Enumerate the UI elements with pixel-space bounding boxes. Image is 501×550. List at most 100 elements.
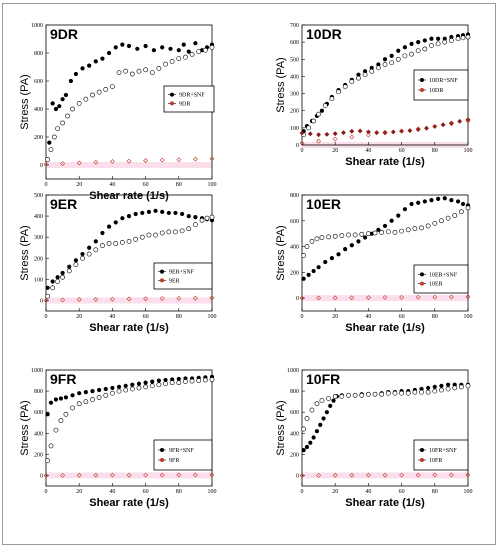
data-point	[316, 132, 322, 138]
y-tick-label: 800	[290, 389, 299, 395]
data-point	[349, 295, 355, 301]
data-point	[319, 398, 325, 403]
data-point	[76, 101, 82, 106]
data-point	[93, 472, 99, 478]
y-tick-label: 200	[290, 109, 299, 115]
data-point	[299, 295, 305, 301]
data-point	[80, 251, 85, 257]
data-point	[442, 196, 447, 201]
data-point	[126, 472, 132, 478]
y-tick-label: 800	[290, 193, 299, 199]
data-point	[331, 398, 336, 403]
data-point	[55, 126, 61, 132]
data-point	[60, 161, 66, 167]
plot-area	[45, 369, 213, 487]
data-point	[429, 198, 434, 203]
data-point	[399, 472, 405, 478]
y-tick-label: 0	[296, 143, 299, 149]
data-point	[316, 265, 321, 270]
data-point	[314, 236, 320, 242]
legend: 10DR+SNF 10DR	[413, 69, 469, 101]
data-point	[407, 128, 413, 134]
data-point	[382, 57, 388, 62]
data-point	[339, 393, 345, 399]
legend-marker	[420, 78, 424, 82]
y-axis-label: Stress (PA)	[19, 74, 31, 129]
data-point	[143, 380, 148, 385]
data-point	[432, 124, 438, 129]
data-point	[60, 120, 65, 126]
legend-entry: 9DR+SNF	[179, 93, 205, 99]
data-point	[329, 96, 335, 102]
x-axis-label: Shear rate (1/s)	[345, 156, 425, 168]
data-point	[440, 122, 446, 128]
y-tick-label: 500	[290, 57, 299, 63]
data-point	[304, 416, 310, 421]
data-point	[425, 389, 431, 395]
data-point	[301, 253, 307, 258]
data-point	[120, 216, 125, 221]
data-point	[119, 240, 125, 245]
data-point	[110, 385, 115, 391]
y-tick-label: 200	[34, 256, 43, 262]
data-point	[415, 294, 421, 300]
x-tick-label: 80	[176, 314, 182, 320]
data-point	[96, 89, 102, 95]
data-point	[458, 384, 464, 390]
data-point	[209, 295, 215, 301]
data-point	[362, 69, 368, 74]
data-point	[113, 241, 119, 246]
chart-title: 9ER	[50, 196, 77, 212]
data-point	[382, 129, 388, 135]
data-point	[116, 70, 122, 75]
data-point	[445, 386, 451, 392]
y-tick-label: 400	[290, 74, 299, 80]
y-tick-label: 600	[290, 40, 299, 46]
data-point	[159, 472, 165, 478]
data-point	[159, 296, 165, 301]
data-point	[202, 47, 208, 53]
data-point	[365, 295, 371, 301]
data-point	[146, 209, 152, 214]
data-point	[332, 472, 338, 478]
data-point	[176, 472, 182, 478]
data-point	[426, 385, 431, 391]
data-point	[80, 66, 85, 71]
x-tick-label: 60	[143, 489, 149, 495]
legend-marker	[160, 278, 164, 283]
data-point	[126, 158, 132, 164]
data-point	[123, 68, 129, 74]
data-point	[97, 387, 102, 393]
data-point	[389, 60, 395, 66]
data-point	[136, 68, 142, 74]
data-point	[415, 48, 421, 54]
data-point	[299, 473, 305, 478]
data-point	[402, 207, 408, 212]
data-point	[316, 111, 321, 117]
data-point	[192, 222, 198, 227]
data-point	[379, 391, 385, 397]
data-point	[349, 243, 354, 248]
data-point	[143, 43, 148, 49]
y-axis-label: Stress (PA)	[19, 400, 31, 455]
data-point	[399, 228, 404, 234]
data-point	[405, 390, 411, 396]
data-point	[374, 130, 380, 136]
data-point	[319, 235, 325, 240]
data-point	[412, 226, 418, 231]
data-point	[311, 435, 316, 440]
data-point	[309, 238, 315, 244]
data-point	[106, 241, 112, 246]
data-point	[109, 472, 115, 478]
data-point	[455, 36, 461, 42]
data-point	[149, 383, 155, 389]
data-point	[53, 427, 59, 433]
data-point	[419, 225, 424, 231]
data-point	[432, 472, 438, 478]
data-point	[308, 440, 313, 445]
legend: 10FR+SNF 10FR	[413, 439, 469, 471]
data-point	[90, 397, 95, 402]
data-point	[159, 157, 165, 163]
